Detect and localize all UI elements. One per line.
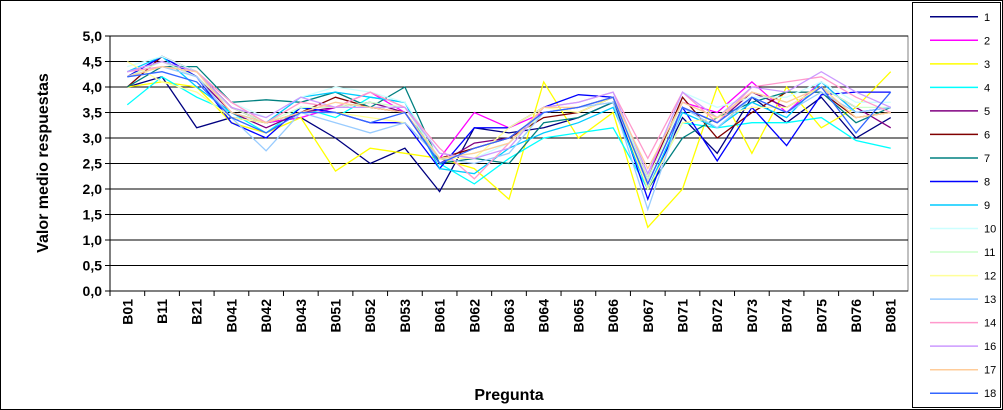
series-line <box>127 65 891 171</box>
legend-label: 11 <box>984 247 995 259</box>
x-tick-label: B081 <box>883 299 899 333</box>
y-tick-label: 2,0 <box>83 181 103 197</box>
legend-label: 9 <box>984 200 990 212</box>
x-tick-label: B063 <box>501 299 517 333</box>
legend-label: 8 <box>984 176 990 188</box>
legend-label: 17 <box>984 365 996 377</box>
y-axis-title: Valor medio respuestas <box>35 73 52 253</box>
x-tick-label: B075 <box>813 299 829 333</box>
x-tick-label: B053 <box>397 299 413 333</box>
legend-label: 1 <box>984 12 990 24</box>
x-tick-label: B076 <box>848 299 864 333</box>
series-line <box>127 71 892 186</box>
x-tick-label: B061 <box>432 299 448 333</box>
y-tick-label: 1,0 <box>83 232 103 248</box>
series-line <box>126 60 891 191</box>
x-axis-title: Pregunta <box>474 387 543 404</box>
series-line <box>126 65 891 191</box>
x-tick-label: B065 <box>570 299 586 333</box>
x-tick-label: B062 <box>466 299 482 333</box>
series-line <box>127 60 891 176</box>
series-line <box>127 71 892 229</box>
series-line <box>126 76 891 191</box>
y-tick-label: 3,5 <box>83 105 103 121</box>
legend-label: 3 <box>984 59 990 71</box>
x-tick-label: B052 <box>362 299 378 333</box>
x-tick-label: B072 <box>709 299 725 333</box>
legend-label: 7 <box>984 153 990 165</box>
legend-label: 12 <box>984 271 996 283</box>
x-tick-label: B043 <box>293 299 309 333</box>
legend-label: 13 <box>984 294 996 306</box>
y-tick-label: 3,0 <box>83 130 103 146</box>
x-tick-label: B074 <box>779 299 795 333</box>
legend-label: 5 <box>984 106 990 118</box>
legend-label: 18 <box>984 388 996 400</box>
x-tick-label: B067 <box>640 299 656 333</box>
y-tick-label: 0,0 <box>83 283 103 299</box>
x-tick-label: B064 <box>536 299 552 333</box>
legend-label: 6 <box>984 129 990 141</box>
legend-label: 16 <box>984 341 996 353</box>
y-tick-label: 0,5 <box>83 258 103 274</box>
legend-label: 14 <box>984 318 996 330</box>
y-tick-label: 4,5 <box>83 54 103 70</box>
y-tick-label: 4,0 <box>83 79 103 95</box>
y-tick-label: 2,5 <box>83 156 103 172</box>
legend-label: 10 <box>984 224 996 236</box>
y-tick-label: 5,0 <box>83 28 103 44</box>
x-tick-label: B01 <box>119 299 135 325</box>
x-tick-label: B041 <box>223 299 239 333</box>
x-tick-label: B21 <box>189 299 205 325</box>
x-tick-label: B071 <box>674 299 690 333</box>
x-tick-label: B073 <box>744 299 760 333</box>
x-tick-label: B042 <box>258 299 274 333</box>
legend-label: 2 <box>984 35 990 47</box>
x-tick-label: B051 <box>328 299 344 333</box>
x-tick-label: B066 <box>605 299 621 333</box>
x-tick-label: B11 <box>154 299 170 324</box>
legend-label: 4 <box>984 82 990 94</box>
y-tick-label: 1,5 <box>83 207 103 223</box>
